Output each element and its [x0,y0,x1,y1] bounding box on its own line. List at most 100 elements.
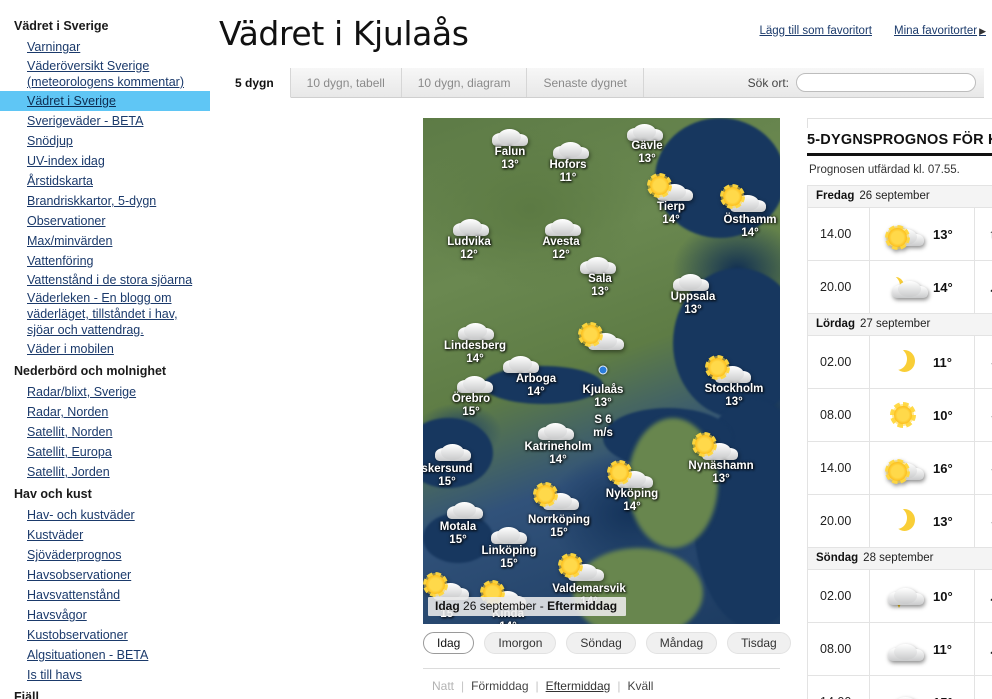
tab-10-dygn-tabell[interactable]: 10 dygn, tabell [291,68,402,97]
sidebar-item-havsobservationer[interactable]: Havsobservationer [27,568,132,582]
sidebar-item-radar-norden[interactable]: Radar, Norden [27,405,109,419]
map-weather-icon [692,432,739,461]
day-button-idag[interactable]: Idag [423,632,475,654]
day-name: Fredag [816,190,855,202]
cloud-icon [552,139,590,160]
sidebar-item-vattenföring[interactable]: Vattenföring [27,254,94,268]
cloud-icon [672,271,710,292]
cloud-icon [537,420,575,441]
sidebar-item-väderöversikt-sverige-meteorologens-kommentar[interactable]: Väderöversikt Sverige (meteorologens kom… [27,59,185,89]
day-button-söndag[interactable]: Söndag [566,632,636,654]
map-weather-icon [552,139,590,160]
sidebar-item-satellit-jorden[interactable]: Satellit, Jorden [27,465,110,479]
day-buttons: Idag Imorgon Söndag Måndag Tisdag [423,632,791,654]
sidebar-item-varningar[interactable]: Varningar [27,40,81,54]
sidebar-item-algsituationen-beta[interactable]: Algsituationen - BETA [27,648,149,662]
day-date: 26 september [859,190,930,202]
sidebar-item-radar-blixt-sverige[interactable]: Radar/blixt, Sverige [27,385,137,399]
sidebar-item-max-minvärden[interactable]: Max/minvärden [27,234,113,248]
cloud-icon [887,694,925,699]
sidebar-item-snödjup[interactable]: Snödjup [27,134,73,148]
cloud-icon [490,524,528,545]
map-weather-icon [626,121,664,142]
sidebar-item-satellit-europa[interactable]: Satellit, Europa [27,445,112,459]
cloud-icon [502,353,540,374]
map-weather-icon [647,173,694,202]
sidebar: Vädret i Sverige Varningar Väderöversikt S… [0,0,210,699]
favorite-links: Lägg till som favoritort Mina favoritorte… [737,25,986,37]
sidebar-item-vattenstånd-i-de-stora-sjöarna[interactable]: Vattenstånd i de stora sjöarna [27,273,193,287]
forecast-row: 14.00 16° →V 8 (16) m/s [807,441,992,495]
cloud-icon [491,126,529,147]
my-favorites-label: Mina favoritorter [893,25,978,37]
day-name: Söndag [816,552,859,564]
day-date: 28 september [863,552,934,564]
map-weather-icon [490,524,528,545]
forecast-temperature: 11° [933,641,952,657]
cloud-icon [452,216,490,237]
cloud-icon [491,126,529,147]
forecast-row: 02.00 11° →V 6 (13) m/s [807,335,992,389]
map-weather-icon [457,320,495,341]
sun-disc [723,187,742,206]
weather-map[interactable]: Falun 13° Hofors 11° Gävle 13° Ludvika 12° Avest… [423,118,780,624]
sidebar-item-kustobservationer[interactable]: Kustobservationer [27,628,128,642]
sidebar-item-havsvågor[interactable]: Havsvågor [27,608,87,622]
tab-10-dygn-diagram[interactable]: 10 dygn, diagram [402,68,528,97]
forecast-row: 14.00 15° →V 8 (15) m/s [807,675,992,699]
sidebar-item-is-till-havs[interactable]: Is till havs [27,668,82,682]
cloud-icon [672,271,710,292]
map-weather-icon [672,271,710,292]
sidebar-item-observationer[interactable]: Observationer [27,214,106,228]
forecast-time: 08.00 [807,622,870,676]
cloud-icon [537,420,575,441]
cloud-icon [705,355,752,384]
sidebar-item-uv-index-idag[interactable]: UV-index idag [27,154,105,168]
sidebar-item-hav-och-kustväder[interactable]: Hav- och kustväder [27,508,135,522]
time-of-day-förmiddag[interactable]: Förmiddag [471,679,529,693]
wind-direction-arrow-icon: ↗ [989,280,992,295]
map-weather-icon [537,420,575,441]
sidebar-item-kustväder[interactable]: Kustväder [27,528,84,542]
sidebar-item-väder-i-mobilen[interactable]: Väder i mobilen [27,342,114,356]
sidebar-item-väderleken-en-blogg-om-väderläget-tillståndet-i-hav-sjöar-och-vattendrag[interactable]: Väderleken - En blogg om väderläget, til… [27,291,178,337]
map-weather-icon [558,553,605,582]
cloud-icon [423,572,470,601]
forecast-time: 02.00 [807,335,870,389]
add-favorite-link[interactable]: Lägg till som favoritort [759,25,872,37]
forecast-wind-cell: →V 6 (13) m/s [974,388,992,442]
sidebar-item-brandriskkartor-5-dygn[interactable]: Brandriskkartor, 5-dygn [27,194,157,208]
cloud-icon [490,524,528,545]
day-button-tisdag[interactable]: Tisdag [727,632,791,654]
tab-senaste-dygnet[interactable]: Senaste dygnet [527,68,644,97]
time-of-day-eftermiddag[interactable]: Eftermiddag [545,679,611,693]
forecast-row: 08.00 11° ↗SV 6 (10) m/s [807,622,992,676]
sidebar-item-satellit-norden[interactable]: Satellit, Norden [27,425,113,439]
sidebar-item-sverigeväder-beta[interactable]: Sverigeväder - BETA [27,114,144,128]
tab-5-dygn[interactable]: 5 dygn [219,68,291,98]
time-of-day-kväll[interactable]: Kväll [627,679,654,693]
day-button-måndag[interactable]: Måndag [645,632,718,654]
search-input[interactable] [796,73,976,92]
forecast-condition-cell: 11° [869,335,975,389]
map-weather-icon [544,216,582,237]
forecast-condition-cell: 14° [869,260,975,314]
map-weather-icon [502,353,540,374]
day-button-imorgon[interactable]: Imorgon [484,632,557,654]
sun-disc [708,358,727,377]
tab-bar: 5 dygn 10 dygn, tabell 10 dygn, diagram Sen… [219,68,984,98]
cloud-icon [720,184,767,213]
sidebar-item-vädret-i-sverige[interactable]: Vädret i Sverige [0,91,210,111]
sun-cloud-icon [720,184,767,213]
time-of-day-natt[interactable]: Natt [432,679,455,693]
wind-direction-arrow-icon: → [989,355,992,369]
sun-icon [885,400,925,430]
sidebar-item-årstidskarta[interactable]: Årstidskarta [27,174,93,188]
forecast-condition-cell: 13° [869,494,975,548]
separator: | [617,679,621,693]
sidebar-item-sjöväderprognos[interactable]: Sjöväderprognos [27,548,122,562]
sidebar-item-havsvattenstånd[interactable]: Havsvattenstånd [27,588,121,602]
my-favorites-link[interactable]: Mina favoritorter ▶ [894,25,986,37]
